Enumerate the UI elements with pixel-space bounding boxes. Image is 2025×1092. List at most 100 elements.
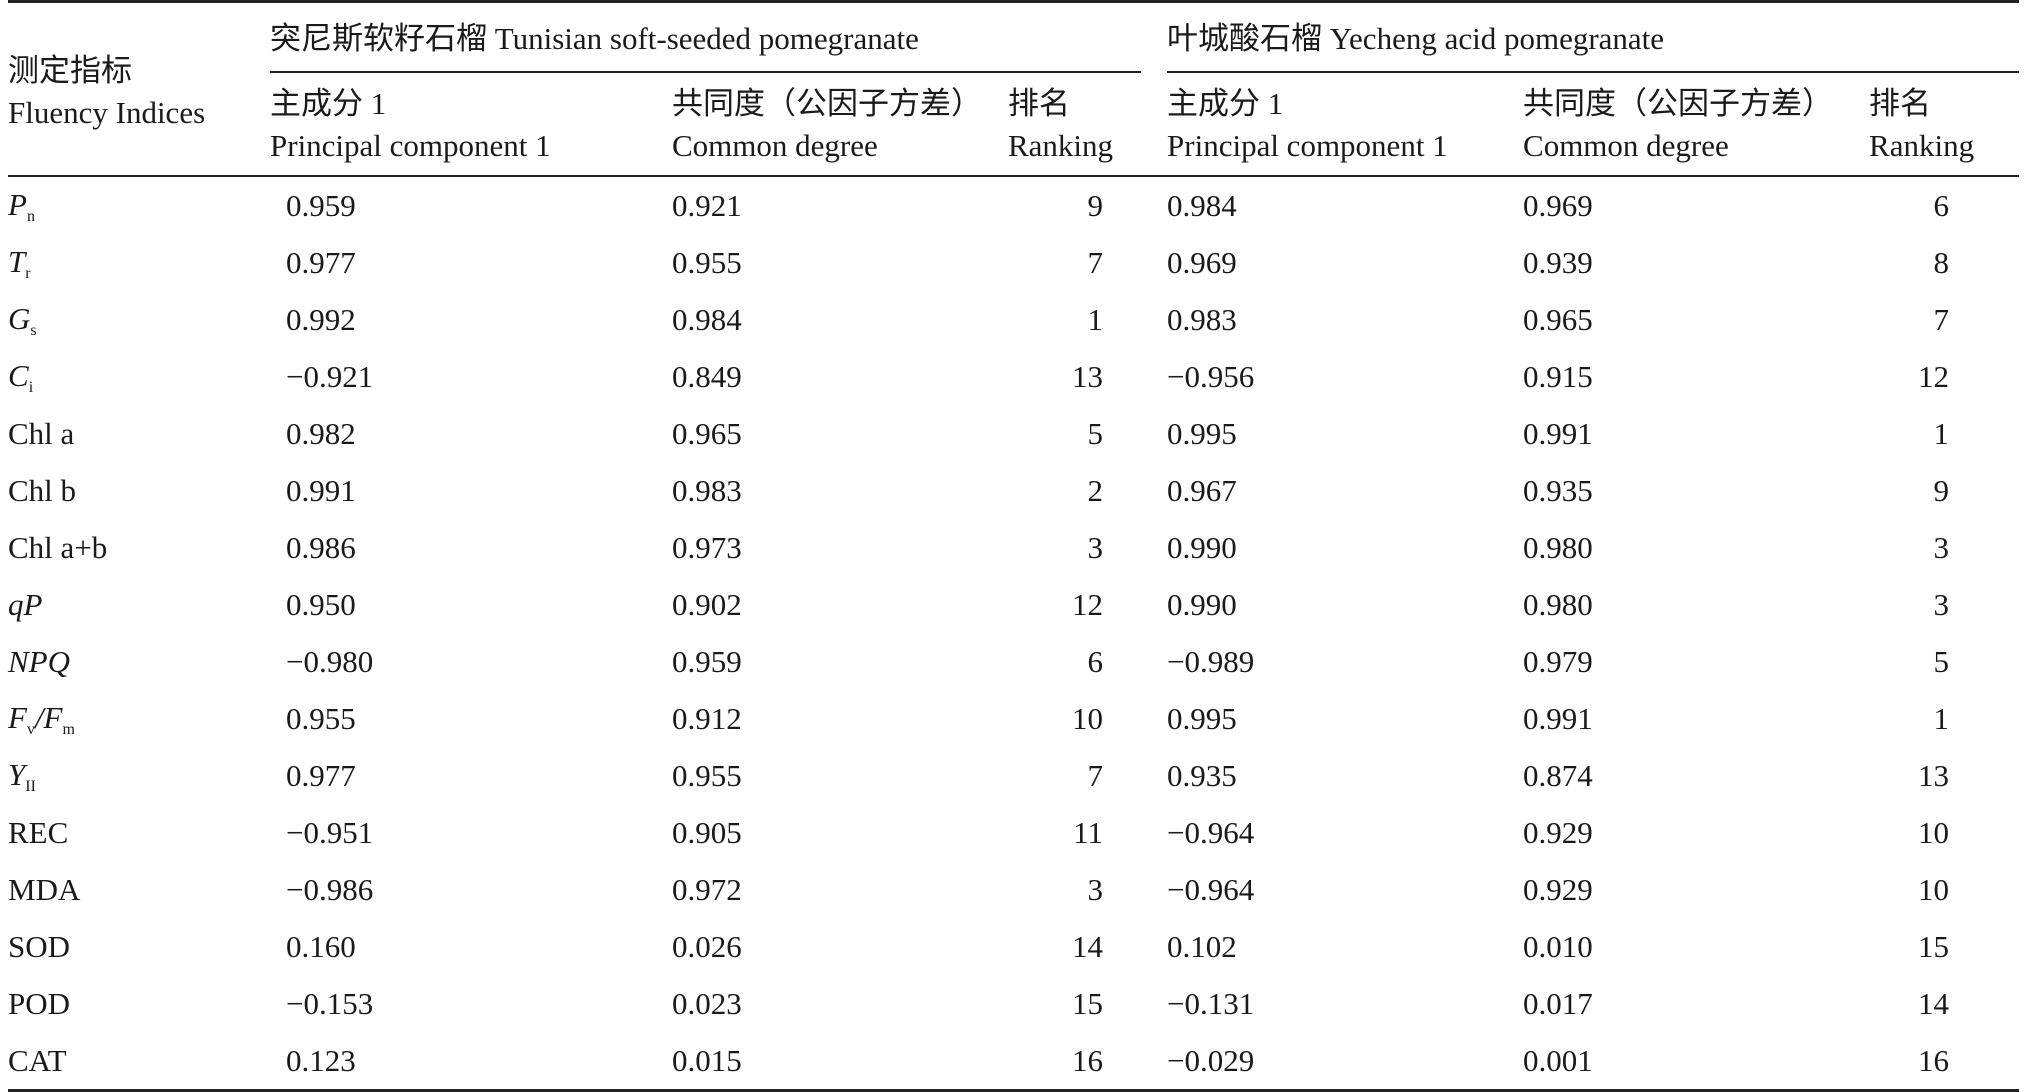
pc-header-zh: 主成分 1	[270, 86, 387, 122]
pc1-cell-tunisian: 0.992	[286, 301, 356, 337]
common-cell-yecheng: 0.980	[1523, 529, 1593, 565]
indicator-symbol: Chl a	[8, 415, 75, 451]
indicator-cell: REC	[8, 804, 270, 861]
table-row: YII 0.977 0.955 7 0.935 0.874 13	[8, 747, 2019, 804]
indices-header-en: Fluency Indices	[8, 95, 206, 130]
rank-cell-yecheng: 12	[1918, 358, 1950, 394]
common-cell-tunisian: 0.902	[672, 586, 742, 622]
rank-cell-tunisian: 7	[1087, 244, 1104, 280]
pc1-cell-tunisian: −0.153	[286, 985, 374, 1021]
common-cell-yecheng: 0.001	[1523, 1032, 1870, 1092]
pc1-cell-tunisian: 0.977	[286, 244, 356, 280]
common-cell-yecheng: 0.935	[1523, 472, 1593, 508]
indicator-symbol: POD	[8, 985, 71, 1021]
pc1-cell-yecheng: 0.983	[1167, 301, 1237, 337]
pc1-cell-tunisian: 0.991	[286, 472, 356, 508]
common-cell-tunisian: 0.959	[672, 643, 742, 679]
rank-cell-tunisian: 10	[1072, 700, 1104, 736]
table-row: POD −0.153 0.023 15 −0.131 0.017 14	[8, 975, 2019, 1032]
indicator-cell: qP	[8, 576, 270, 633]
table-row: REC −0.951 0.905 11 −0.964 0.929 10	[8, 804, 2019, 861]
pc1-cell-tunisian: 0.986	[286, 529, 356, 565]
pc1-cell-yecheng: 0.935	[1167, 757, 1237, 793]
rank-cell-tunisian: 1	[1087, 301, 1104, 337]
table-row: Ci −0.921 0.849 13 −0.956 0.915 12	[8, 348, 2019, 405]
pc1-cell-yecheng: −0.956	[1167, 358, 1255, 394]
common-header-en: Common degree	[1523, 128, 1729, 163]
common-cell-yecheng: 0.874	[1523, 757, 1593, 793]
common-cell-yecheng: 0.980	[1523, 586, 1593, 622]
table-row: Chl b 0.991 0.983 2 0.967 0.935 9	[8, 462, 2019, 519]
rank-cell-yecheng: 14	[1918, 985, 1950, 1021]
rank-cell-yecheng: 16	[1869, 1032, 2020, 1092]
pc1-cell-yecheng: 0.995	[1167, 415, 1237, 451]
indicator-symbol: qP	[8, 586, 43, 622]
indicator-subscript: II	[25, 777, 36, 795]
indicator-symbol: REC	[8, 814, 69, 850]
pc1-cell-yecheng: −0.964	[1167, 871, 1255, 907]
common-cell-yecheng: 0.017	[1523, 985, 1593, 1021]
indicator-symbol-2: /F	[34, 699, 63, 735]
pc1-header-yecheng: 主成分 1 Principal component 1	[1167, 73, 1524, 177]
common-cell-yecheng: 0.929	[1523, 814, 1593, 850]
indicator-cell: MDA	[8, 861, 270, 918]
common-cell-yecheng: 0.939	[1523, 244, 1593, 280]
group-header-yecheng: 叶城酸石榴 Yecheng acid pomegranate	[1167, 0, 2020, 74]
indicator-cell: YII	[8, 747, 270, 804]
common-header-tunisian: 共同度（公因子方差） Common degree	[672, 73, 1008, 177]
rank-cell-yecheng: 3	[1933, 529, 1950, 565]
common-cell-yecheng: 0.991	[1523, 415, 1593, 451]
rank-cell-tunisian: 2	[1087, 472, 1104, 508]
indicator-symbol: C	[8, 357, 29, 393]
indicator-cell: Tr	[8, 234, 270, 291]
group-header-tunisian-label: 突尼斯软籽石榴 Tunisian soft-seeded pomegranate	[270, 21, 919, 57]
indicator-cell: SOD	[8, 918, 270, 975]
rank-cell-yecheng: 8	[1933, 244, 1950, 280]
table-row: Fv/Fm 0.955 0.912 10 0.995 0.991 1	[8, 690, 2019, 747]
group-header-tunisian: 突尼斯软籽石榴 Tunisian soft-seeded pomegranate	[270, 0, 1168, 74]
indicator-symbol: F	[8, 699, 27, 735]
rank-cell-tunisian: 9	[1087, 187, 1104, 223]
rank-cell-tunisian: 16	[1008, 1032, 1168, 1092]
rank-cell-yecheng: 10	[1918, 814, 1950, 850]
table-row: CAT 0.123 0.015 16 −0.029 0.001 16	[8, 1032, 2020, 1092]
rank-cell-yecheng: 13	[1918, 757, 1950, 793]
table-row: Gs 0.992 0.984 1 0.983 0.965 7	[8, 291, 2019, 348]
indicator-symbol: Chl a+b	[8, 529, 108, 565]
pc1-cell-yecheng: 0.990	[1167, 586, 1237, 622]
indicator-cell: POD	[8, 975, 270, 1032]
table-row: Chl a 0.982 0.965 5 0.995 0.991 1	[8, 405, 2019, 462]
table-row: Tr 0.977 0.955 7 0.969 0.939 8	[8, 234, 2019, 291]
table-row: Pn 0.959 0.921 9 0.984 0.969 6	[8, 176, 2019, 234]
indicator-cell: Gs	[8, 291, 270, 348]
pc1-cell-tunisian: −0.980	[286, 643, 374, 679]
indicator-symbol: G	[8, 300, 31, 336]
pc1-cell-yecheng: 0.969	[1167, 244, 1237, 280]
indicator-subscript: i	[28, 378, 34, 396]
rank-cell-yecheng: 1	[1933, 415, 1950, 451]
indicator-symbol: Chl b	[8, 472, 77, 508]
common-cell-tunisian: 0.973	[672, 529, 742, 565]
common-cell-tunisian: 0.023	[672, 985, 742, 1021]
pca-table: 测定指标 Fluency Indices 突尼斯软籽石榴 Tunisian so…	[8, 0, 2020, 1092]
indicator-subscript-2: m	[62, 720, 75, 738]
pc1-cell-tunisian: 0.160	[286, 928, 356, 964]
rank-header-tunisian: 排名 Ranking	[1008, 73, 1168, 177]
common-cell-yecheng: 0.991	[1523, 700, 1593, 736]
indicator-cell: Fv/Fm	[8, 690, 270, 747]
indicator-subscript: s	[30, 321, 37, 339]
pc1-cell-yecheng: −0.989	[1167, 643, 1255, 679]
pc1-cell-tunisian: −0.986	[286, 871, 374, 907]
common-cell-yecheng: 0.010	[1523, 928, 1593, 964]
indicator-cell: Chl a+b	[8, 519, 270, 576]
rank-cell-yecheng: 9	[1933, 472, 1950, 508]
pc1-cell-tunisian: 0.977	[286, 757, 356, 793]
common-cell-tunisian: 0.921	[672, 187, 742, 223]
common-cell-yecheng: 0.965	[1523, 301, 1593, 337]
table-row: qP 0.950 0.902 12 0.990 0.980 3	[8, 576, 2019, 633]
rank-cell-tunisian: 7	[1087, 757, 1104, 793]
rank-header-zh: 排名	[1008, 86, 1070, 122]
indicator-symbol: MDA	[8, 871, 81, 907]
rank-cell-tunisian: 3	[1087, 529, 1104, 565]
common-cell-tunisian: 0.026	[672, 928, 742, 964]
